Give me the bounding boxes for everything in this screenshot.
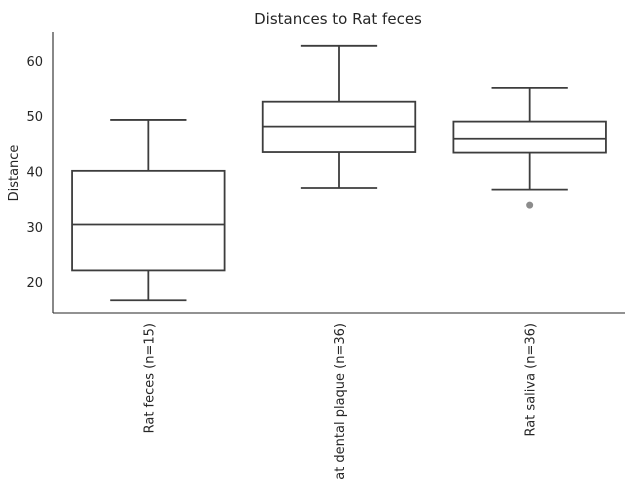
box-group — [452, 86, 607, 209]
x-tick-label: Rat feces (n=15) — [142, 323, 157, 433]
y-tick-label: 60 — [26, 55, 43, 70]
y-tick-label: 20 — [26, 276, 43, 291]
y-tick-label: 50 — [26, 110, 43, 125]
y-tick-label: 30 — [26, 221, 43, 236]
chart-title: Distances to Rat feces — [254, 10, 422, 28]
box-group — [71, 119, 226, 302]
y-axis-label: Distance — [7, 145, 22, 202]
box-iqr — [452, 120, 607, 154]
x-tick-label: Rat saliva (n=36) — [524, 323, 539, 437]
box-group — [261, 44, 417, 189]
box-iqr — [71, 169, 226, 272]
outlier-point — [526, 201, 534, 209]
y-tick-label: 40 — [26, 165, 43, 180]
x-tick-label: Rat dental plaque (n=36) — [333, 323, 348, 480]
